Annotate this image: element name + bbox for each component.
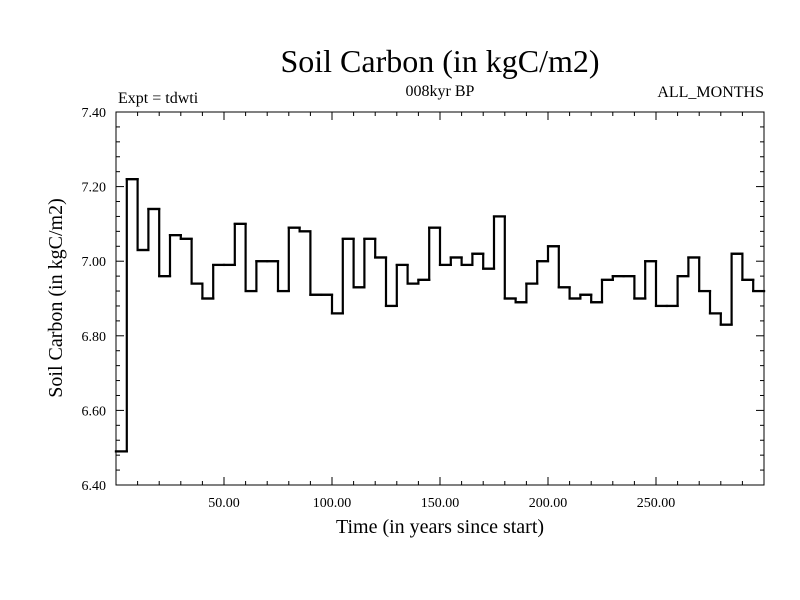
y-tick-label: 7.40 xyxy=(82,106,107,121)
y-tick-label: 6.40 xyxy=(82,479,107,494)
x-tick-label: 200.00 xyxy=(529,496,568,511)
x-tick-label: 250.00 xyxy=(637,496,676,511)
experiment-note: Expt = tdwti xyxy=(118,90,199,107)
plot-frame xyxy=(115,111,765,486)
chart-title: Soil Carbon (in kgC/m2) xyxy=(280,43,599,79)
x-tick-label: 50.00 xyxy=(208,496,240,511)
x-axis-label: Time (in years since start) xyxy=(336,516,544,538)
y-tick-label: 6.60 xyxy=(82,404,107,419)
x-tick-label: 150.00 xyxy=(421,496,460,511)
chart-subtitle: 008kyr BP xyxy=(406,83,475,100)
y-tick-label: 7.00 xyxy=(82,255,107,270)
y-axis-label: Soil Carbon (in kgC/m2) xyxy=(45,198,67,397)
y-tick-label: 7.20 xyxy=(82,181,107,196)
x-tick-label: 100.00 xyxy=(313,496,352,511)
plot-area: 50.00 100.00 150.00 200.00 250.00 6.40 6.60 6.8… xyxy=(82,106,766,511)
months-note: ALL_MONTHS xyxy=(657,84,764,101)
y-tick-label: 6.80 xyxy=(82,330,107,345)
